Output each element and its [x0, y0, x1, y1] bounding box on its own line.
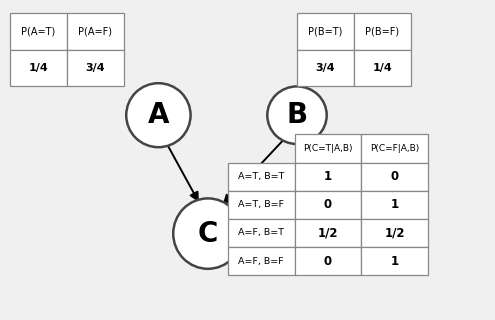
Ellipse shape [267, 86, 327, 144]
Bar [297, 13, 354, 50]
Bar [228, 163, 295, 191]
Text: A=F, B=F: A=F, B=F [238, 257, 284, 266]
Bar [354, 50, 411, 86]
Bar [361, 191, 428, 219]
Bar [295, 247, 361, 275]
Text: 3/4: 3/4 [86, 63, 105, 73]
Bar [361, 134, 428, 163]
Text: B: B [287, 101, 307, 129]
Text: 1/4: 1/4 [29, 63, 48, 73]
Bar [295, 191, 361, 219]
Bar [228, 219, 295, 247]
Bar [361, 247, 428, 275]
Text: P(C=F|A,B): P(C=F|A,B) [370, 144, 419, 153]
Text: P(A=F): P(A=F) [78, 26, 112, 36]
Bar [228, 191, 295, 219]
Bar [354, 13, 411, 50]
Text: 3/4: 3/4 [316, 63, 335, 73]
Ellipse shape [126, 83, 191, 147]
Bar [297, 50, 354, 86]
Text: A=T, B=T: A=T, B=T [238, 172, 284, 181]
Text: P(C=T|A,B): P(C=T|A,B) [303, 144, 352, 153]
Text: 1: 1 [391, 255, 399, 268]
Text: A=T, B=F: A=T, B=F [238, 200, 284, 209]
Bar [295, 134, 361, 163]
Text: P(B=F): P(B=F) [365, 26, 399, 36]
Text: A=F, B=T: A=F, B=T [238, 228, 284, 237]
Text: 1/2: 1/2 [318, 227, 338, 239]
Text: P(B=T): P(B=T) [308, 26, 343, 36]
Text: 0: 0 [324, 198, 332, 211]
Text: 1/4: 1/4 [373, 63, 392, 73]
Bar [10, 50, 67, 86]
Text: C: C [198, 220, 218, 248]
Bar [295, 163, 361, 191]
Text: 1: 1 [391, 198, 399, 211]
Text: P(A=T): P(A=T) [21, 26, 55, 36]
Text: 1/2: 1/2 [385, 227, 405, 239]
Text: 0: 0 [391, 170, 399, 183]
Bar [228, 247, 295, 275]
Bar [10, 13, 67, 50]
Text: 1: 1 [324, 170, 332, 183]
Text: A: A [148, 101, 169, 129]
Bar [361, 163, 428, 191]
Ellipse shape [173, 198, 243, 269]
Bar [67, 50, 124, 86]
Bar [295, 219, 361, 247]
Bar [67, 13, 124, 50]
Text: 0: 0 [324, 255, 332, 268]
Bar [361, 219, 428, 247]
